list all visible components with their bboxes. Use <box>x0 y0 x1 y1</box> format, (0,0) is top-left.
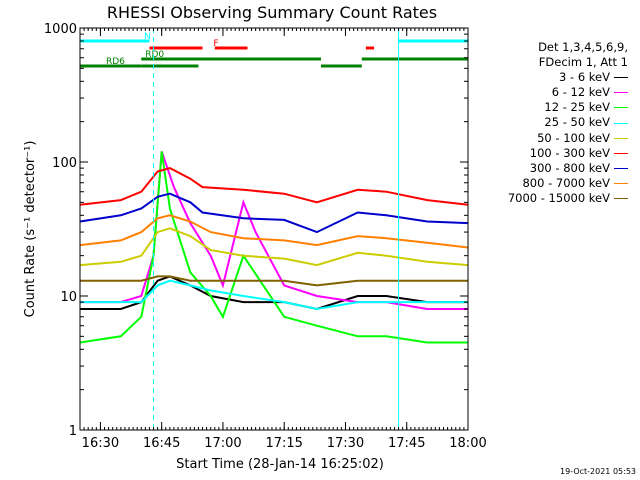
y-axis-ticks: 1 10 100 1000 <box>44 22 468 439</box>
x-tick-label: 17:00 <box>204 436 241 451</box>
series-line-6-12-kev <box>80 151 468 310</box>
x-tick-label: 18:00 <box>449 436 486 451</box>
flag-bars: N F RD0 RD6 <box>80 32 468 68</box>
series-line-300-800-kev <box>79 192 469 234</box>
legend: Det 1,3,4,5,6,9, FDecim 1, Att 1 3 - 6 k… <box>508 40 628 206</box>
x-tick-label: 17:30 <box>327 436 364 451</box>
legend-entry-label: 300 - 800 keV <box>529 160 610 175</box>
legend-entry-swatch <box>614 152 628 154</box>
x-tick-label: 17:15 <box>265 436 302 451</box>
legend-entry-label: 7000 - 15000 keV <box>507 190 610 205</box>
legend-entry-swatch <box>614 77 628 79</box>
legend-entry-label: 6 - 12 keV <box>551 85 610 100</box>
chart-title: RHESSI Observing Summary Count Rates <box>107 3 437 22</box>
flag-label-rd6: RD6 <box>106 57 125 67</box>
x-tick-label: 16:45 <box>143 436 180 451</box>
series-line-25-50-kev <box>80 279 468 311</box>
x-tick-label: 17:45 <box>388 436 425 451</box>
legend-entry-swatch <box>614 137 628 139</box>
y-axis-label: Count Rate (s⁻¹ detector⁻¹) <box>23 141 38 318</box>
legend-entry-swatch <box>614 107 628 109</box>
legend-entry: 25 - 50 keV <box>508 115 628 130</box>
flag-label-rd0: RD0 <box>145 50 164 60</box>
y-tick-label: 1000 <box>44 22 77 37</box>
legend-entry-label: 12 - 25 keV <box>544 100 610 115</box>
legend-entry: 800 - 7000 keV <box>508 176 628 191</box>
legend-entry-label: 50 - 100 keV <box>537 130 610 145</box>
series-line-100-300-kev <box>79 167 469 206</box>
series-line-800-7000-kev <box>79 214 469 249</box>
series-line-12-25-kev <box>79 151 468 344</box>
legend-entry-swatch <box>614 167 628 169</box>
timestamp: 19-Oct-2021 05:53 <box>560 467 636 476</box>
y-tick-label: 100 <box>52 156 77 171</box>
flag-label-f: F <box>213 39 218 49</box>
legend-entry-label: 800 - 7000 keV <box>522 175 610 190</box>
series-line-50-100-kev <box>79 227 469 267</box>
legend-entry: 7000 - 15000 keV <box>508 191 628 206</box>
legend-entry: 3 - 6 keV <box>508 70 628 85</box>
legend-header-line-2: FDecim 1, Att 1 <box>538 55 628 70</box>
legend-entry: 12 - 25 keV <box>508 100 628 115</box>
y-tick-label: 1 <box>69 424 77 439</box>
plot-frame <box>79 27 469 431</box>
legend-entry: 100 - 300 keV <box>508 146 628 161</box>
legend-entry: 300 - 800 keV <box>508 161 628 176</box>
legend-entry-swatch <box>614 182 628 184</box>
legend-entry-label: 100 - 300 keV <box>529 145 610 160</box>
series-line-7000-15000-kev <box>80 275 468 287</box>
y-tick-label: 10 <box>60 290 77 305</box>
series-lines <box>79 151 469 344</box>
flag-label-n: N <box>144 32 151 42</box>
legend-entry-swatch <box>614 122 628 124</box>
legend-entry-swatch <box>614 92 628 94</box>
x-axis-label: Start Time (28-Jan-14 16:25:02) <box>176 457 384 472</box>
legend-entry: 6 - 12 keV <box>508 85 628 100</box>
legend-entry-label: 25 - 50 keV <box>544 115 610 130</box>
legend-entry: 50 - 100 keV <box>508 131 628 146</box>
legend-entry-label: 3 - 6 keV <box>559 70 610 85</box>
x-tick-label: 16:30 <box>82 436 119 451</box>
x-axis-ticks: 16:30 16:45 17:00 17:15 17:30 17:45 18:00 <box>79 28 487 451</box>
legend-entry-swatch <box>614 197 628 199</box>
legend-header-line-1: Det 1,3,4,5,6,9, <box>538 40 628 54</box>
